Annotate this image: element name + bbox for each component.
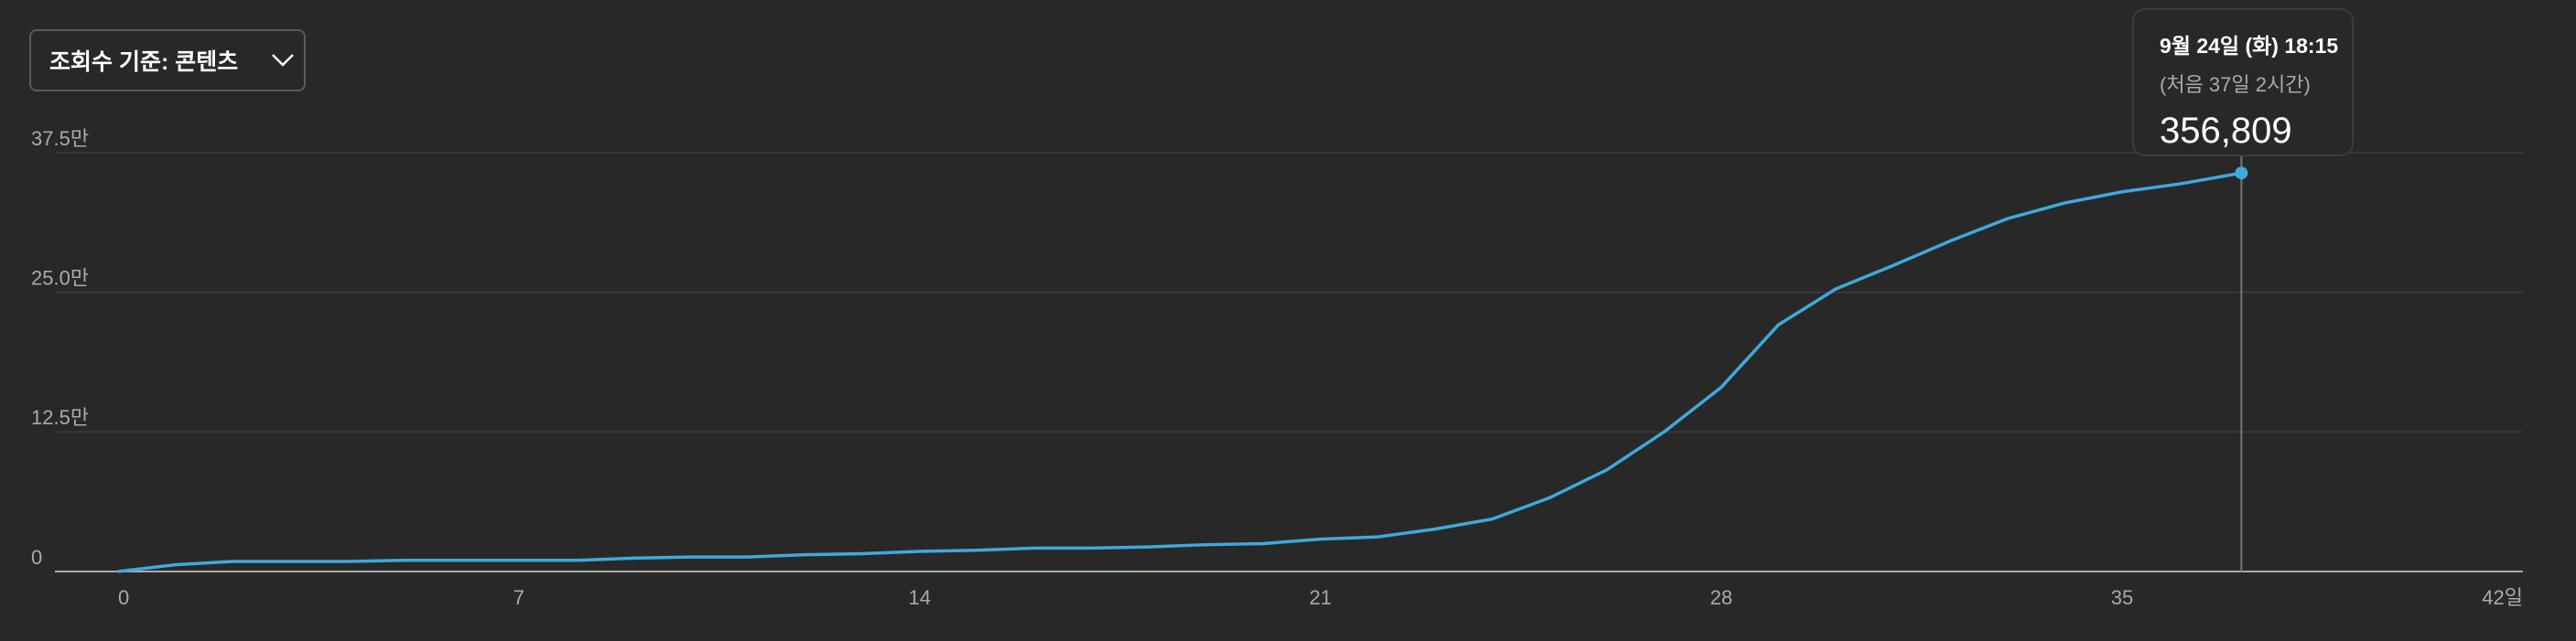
tooltip-value: 356,809 xyxy=(2160,111,2292,151)
dropdown-label: 조회수 기준: 콘텐츠 xyxy=(49,49,239,75)
tooltip-date: 9월 24일 (화) 18:15 xyxy=(2160,34,2339,58)
y-tick-label: 0 xyxy=(31,546,42,569)
metric-dropdown[interactable]: 조회수 기준: 콘텐츠 xyxy=(29,29,306,91)
tooltip: 9월 24일 (화) 18:15 (처음 37일 2시간) 356,809 xyxy=(2132,8,2354,156)
x-tick-label: 21 xyxy=(1310,586,1331,609)
tooltip-elapsed: (처음 37일 2시간) xyxy=(2160,73,2311,96)
chevron-icon xyxy=(272,54,295,67)
line-series xyxy=(117,171,2242,573)
y-tick-label: 37.5만 xyxy=(31,127,89,150)
hover-point xyxy=(2235,166,2248,180)
x-tick-label: 42일 xyxy=(2482,586,2523,609)
x-tick-label: 0 xyxy=(118,586,129,609)
x-tick-label: 35 xyxy=(2111,586,2133,609)
y-tick-label: 12.5만 xyxy=(31,406,89,429)
x-tick-label: 28 xyxy=(1710,586,1732,609)
x-tick-label: 14 xyxy=(909,586,931,609)
y-tick-label: 25.0만 xyxy=(31,266,89,289)
x-tick-label: 7 xyxy=(513,586,524,609)
